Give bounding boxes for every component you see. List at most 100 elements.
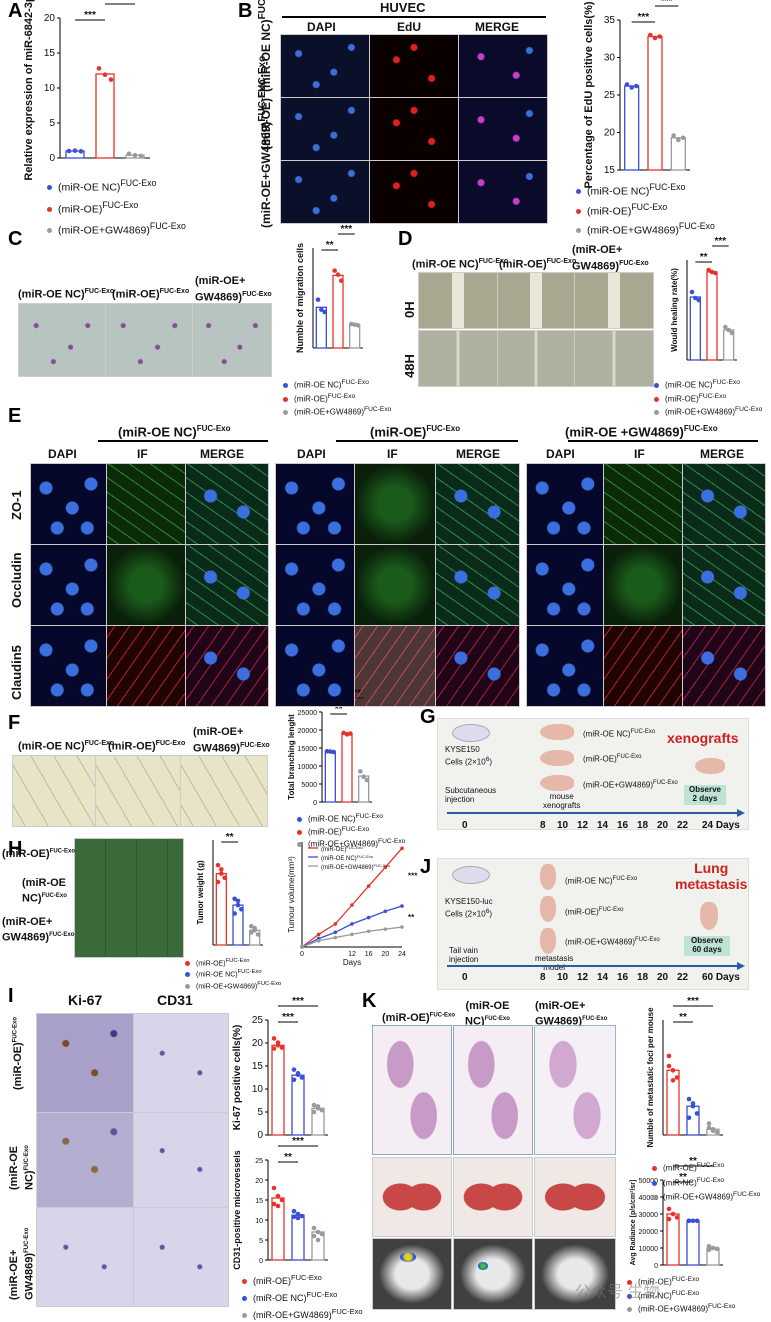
- data-point: [696, 297, 701, 303]
- data-point: [249, 923, 254, 929]
- i-img: [36, 1013, 134, 1113]
- data-point: [726, 327, 731, 333]
- j-group-oe: (miR-OE)FUC-Exo: [565, 907, 624, 917]
- tick: 0: [462, 972, 468, 983]
- legend-item: (miR-OE+GW4869)FUC-Exo: [576, 219, 715, 239]
- y-tick-label: 5: [259, 1238, 263, 1245]
- data-point: [710, 1245, 716, 1251]
- bar: [349, 324, 361, 349]
- c-img-nc: [18, 303, 106, 377]
- data-point: [311, 1102, 317, 1108]
- data-point: [706, 1244, 712, 1249]
- data-point: [400, 925, 404, 929]
- data-point: [311, 1233, 317, 1239]
- data-point: [366, 915, 371, 920]
- y-axis-label: Would healing rate(%): [670, 268, 679, 352]
- g-route-label: Subcutaneous injection: [445, 786, 497, 804]
- k-img-he: [372, 1025, 452, 1155]
- j-timeline: [447, 962, 745, 970]
- h-tumor-photo: [74, 838, 184, 958]
- j-timeline-labels: 0 8 10 12 14 16 18 20 22 60 Days: [437, 972, 747, 984]
- y-tick-label: 30000: [639, 1212, 659, 1219]
- e-rule-gw: [568, 440, 758, 442]
- series-line: [301, 926, 403, 948]
- data-point: [275, 1203, 281, 1209]
- data-point: [694, 1111, 700, 1116]
- x-tick-label: 24: [398, 951, 406, 958]
- data-point: [275, 1040, 281, 1045]
- panel-label-i: I: [8, 985, 14, 1007]
- x-tick-label: 0: [300, 951, 304, 958]
- data-point: [686, 1096, 692, 1102]
- legend-label: (miR-OE+GW4869)FUC-Exo: [321, 863, 391, 871]
- data-point: [364, 777, 370, 783]
- e-row-zo1: ZO-1: [9, 490, 24, 520]
- data-point: [215, 862, 221, 868]
- b-img-dapi-2: [280, 97, 370, 161]
- data-point: [335, 272, 341, 277]
- data-point: [666, 1063, 672, 1069]
- data-point: [686, 1218, 692, 1224]
- data-point: [275, 1043, 281, 1048]
- legend-i: (miR-OE)FUC-Exo (miR-OE NC)FUC-Exo (miR-…: [242, 1271, 363, 1322]
- data-point: [72, 148, 78, 153]
- bar: [291, 1214, 305, 1261]
- significance-label: ***: [408, 871, 418, 880]
- data-point: [686, 1218, 692, 1224]
- e-img: [30, 544, 107, 626]
- data-point: [355, 323, 361, 328]
- k-img-ivis: [372, 1238, 452, 1310]
- data-point: [706, 1247, 712, 1252]
- data-point: [670, 1068, 676, 1073]
- data-point: [339, 278, 344, 283]
- bar: [311, 1107, 325, 1136]
- b-img-merge-3: [458, 160, 548, 224]
- k-img-he: [534, 1025, 616, 1155]
- bar: [311, 1231, 325, 1261]
- b-img-edu-1: [369, 34, 459, 98]
- legend-h-bar: (miR-OE)FUC-Exo (miR-OE NC)FUC-Exo (miR-…: [185, 957, 281, 991]
- e-img: [354, 625, 436, 707]
- data-point: [366, 929, 371, 934]
- y-tick-label: 5000: [301, 782, 317, 789]
- data-point: [291, 1214, 297, 1220]
- significance-label: **: [226, 832, 234, 843]
- data-point: [666, 1053, 672, 1059]
- data-point: [96, 66, 102, 71]
- i-img: [36, 1207, 134, 1307]
- b-col-dapi: DAPI: [307, 20, 336, 34]
- y-tick-label: 10: [255, 1218, 263, 1225]
- y-axis-label: Ki-67 positive cells(%): [232, 1025, 243, 1131]
- legend-b: (miR-OE NC)FUC-Exo (miR-OE)FUC-Exo (miR-…: [576, 180, 715, 239]
- i-row-oe: (miR-OE)FUC-Exo: [12, 1016, 24, 1090]
- data-point: [714, 1129, 720, 1135]
- y-tick-label: 20: [252, 1038, 264, 1049]
- g-timeline: [447, 809, 745, 817]
- y-axis-label: Percentage of EdU positive cells(%): [583, 1, 595, 188]
- e-img: [603, 463, 683, 545]
- bar: [215, 872, 227, 946]
- data-point: [674, 1075, 680, 1080]
- legend-item: (miR-OE NC)FUC-Exo: [283, 377, 391, 391]
- data-point: [219, 871, 224, 876]
- data-point: [138, 153, 144, 159]
- e-row-claudin5: Claudin5: [9, 645, 24, 700]
- bar: [324, 750, 336, 803]
- data-point: [299, 1075, 305, 1080]
- data-point: [291, 1077, 297, 1083]
- bar: [271, 1197, 285, 1261]
- data-point: [328, 749, 333, 754]
- data-point: [222, 875, 227, 881]
- data-point: [252, 928, 257, 933]
- d-img-oe-48h: [497, 330, 575, 387]
- data-point: [311, 1109, 317, 1115]
- bar: [249, 929, 261, 946]
- data-point: [295, 1072, 301, 1078]
- f-col-oe: (miR-OE)FUC-Exo: [108, 740, 186, 753]
- tick: 20: [657, 972, 669, 983]
- e-col-merge-1: MERGE: [200, 447, 245, 461]
- tick: 10: [557, 972, 569, 983]
- y-tick-label: 15000: [298, 746, 318, 753]
- tick: 0: [462, 820, 468, 831]
- k-img-ivis: [534, 1238, 616, 1310]
